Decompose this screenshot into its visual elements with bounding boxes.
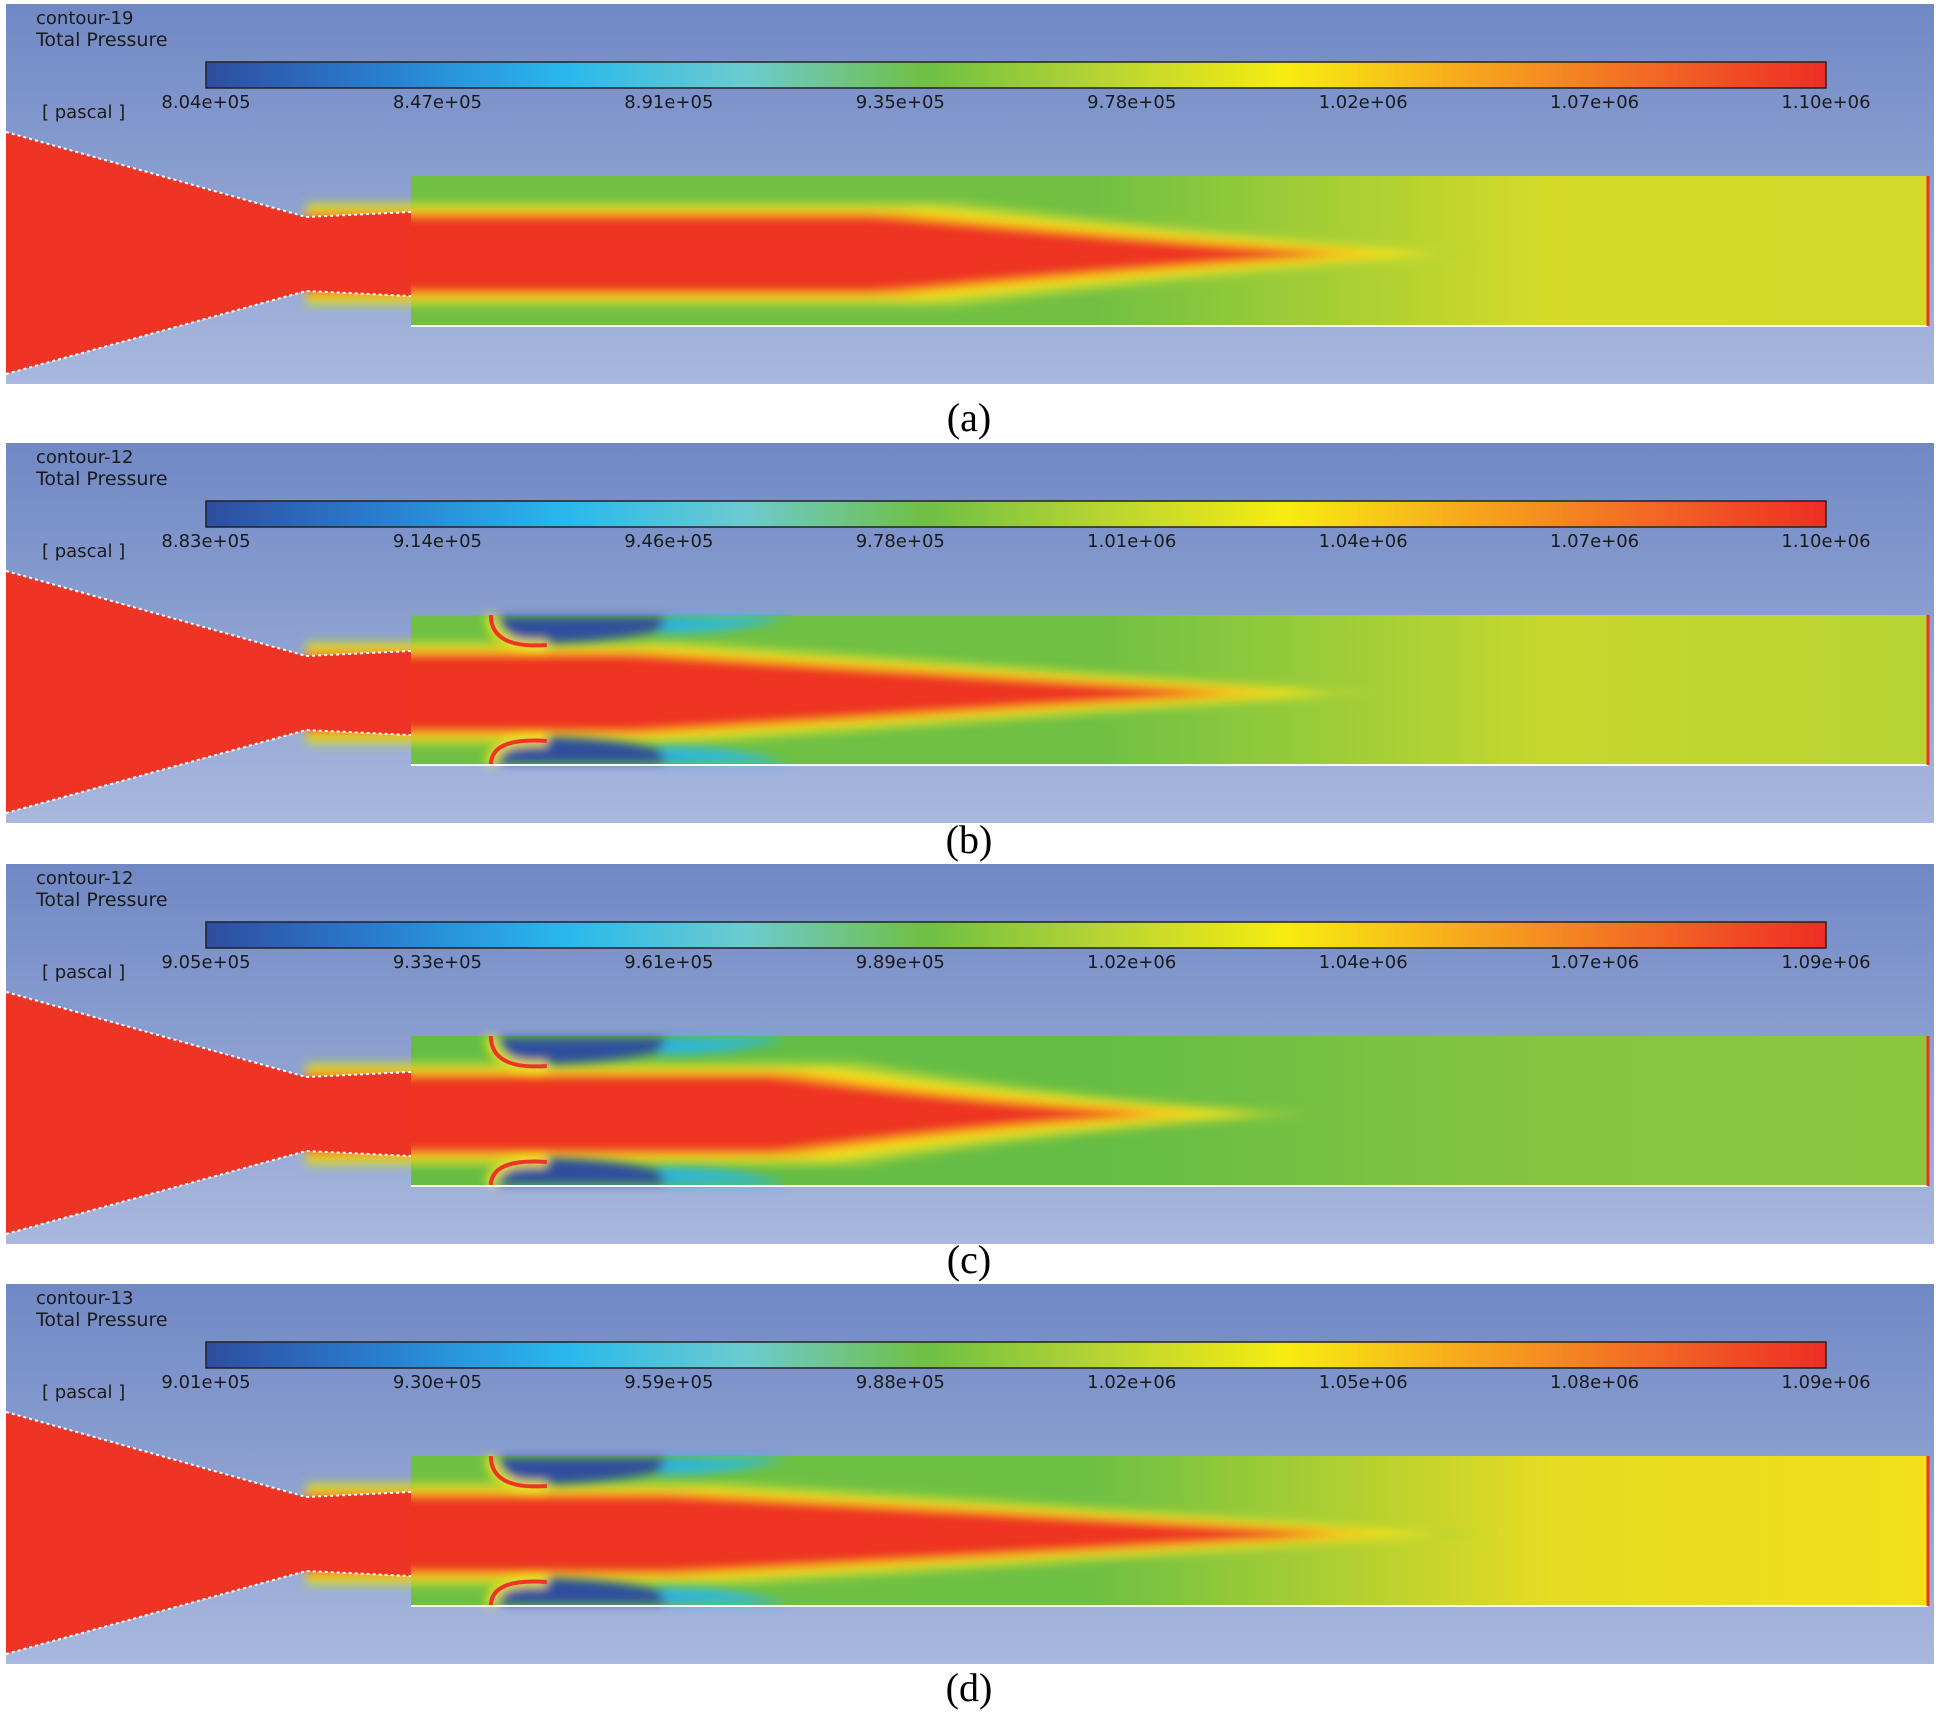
colorbar-tick-label: 1.02e+06 (1087, 952, 1176, 973)
shear-bottom (656, 746, 787, 763)
colorbar (205, 1341, 1827, 1369)
injector-jet-top (488, 614, 547, 648)
colorbar-tick-label: 9.01e+05 (161, 1372, 250, 1393)
colorbar-tick-label: 1.02e+06 (1087, 1372, 1176, 1393)
colorbar-tick-label: 1.07e+06 (1550, 952, 1639, 973)
contour-panel-b: contour-12 Total Pressure [ pascal ] 8.83e+… (6, 443, 1934, 823)
colorbar-tick-label: 9.88e+05 (856, 1372, 945, 1393)
jet-potential-core (306, 1495, 1332, 1573)
jet-potential-core (306, 1075, 1150, 1153)
jet-potential-core (306, 215, 1332, 293)
colorbar-tick-label: 9.05e+05 (161, 952, 250, 973)
caption-c: (c) (946, 1237, 992, 1282)
injector-jet-bottom (488, 1579, 547, 1607)
nozzle-wall-top (6, 1411, 412, 1499)
jet-potential-core (306, 654, 1226, 732)
contour-name: contour-13 (36, 1288, 133, 1309)
recirculation-bottom (494, 1577, 707, 1604)
unit-label: [ pascal ] (42, 1382, 125, 1403)
nozzle-wall-top (6, 131, 412, 219)
recirculation-top (494, 1038, 707, 1065)
nozzle-wall-bottom (6, 289, 412, 375)
colorbar-tick-label: 1.10e+06 (1781, 92, 1870, 113)
converging-nozzle (6, 992, 411, 1234)
colorbar-tick-label: 9.30e+05 (393, 1372, 482, 1393)
jet-core (306, 1482, 1492, 1586)
colorbar-tick-label: 1.01e+06 (1087, 531, 1176, 552)
contour-name: contour-12 (36, 447, 133, 468)
colorbar-tick-label: 1.04e+06 (1319, 952, 1408, 973)
colorbar-tick-label: 9.59e+05 (624, 1372, 713, 1393)
unit-label: [ pascal ] (42, 102, 125, 123)
recirculation-top (494, 617, 707, 644)
colorbar-tick-label: 1.07e+06 (1550, 92, 1639, 113)
contour-panel-d: contour-13 Total Pressure [ pascal ] 9.01e+… (6, 1284, 1934, 1664)
injector-jet-bottom (488, 1159, 547, 1187)
contour-name: contour-12 (36, 868, 133, 889)
recirculation-bottom (494, 1157, 707, 1184)
colorbar (205, 500, 1827, 528)
injector-jet-top (488, 1035, 547, 1069)
colorbar-tick-label: 9.35e+05 (856, 92, 945, 113)
colorbar-tick-label: 1.09e+06 (1781, 1372, 1870, 1393)
injector-jet-bottom (488, 738, 547, 766)
colorbar-tick-label: 1.02e+06 (1319, 92, 1408, 113)
colorbar-tick-label: 1.10e+06 (1781, 531, 1870, 552)
colorbar (205, 921, 1827, 949)
colorbar-tick-label: 1.09e+06 (1781, 952, 1870, 973)
recirculation-top (494, 1458, 707, 1485)
colorbar-tick-label: 9.78e+05 (1087, 92, 1176, 113)
variable-label: Total Pressure (35, 1309, 168, 1331)
caption-b: (b) (945, 817, 993, 862)
colorbar-tick-label: 1.08e+06 (1550, 1372, 1639, 1393)
nozzle-wall-top (6, 570, 412, 658)
colorbar-tick-label: 9.89e+05 (856, 952, 945, 973)
jet-core (306, 1062, 1310, 1166)
colorbar-tick-label: 8.83e+05 (161, 531, 250, 552)
converging-nozzle (6, 132, 411, 374)
shear-bottom (656, 1587, 787, 1604)
shear-top (656, 617, 787, 634)
colorbar-tick-label: 8.04e+05 (161, 92, 250, 113)
colorbar-tick-label: 9.61e+05 (624, 952, 713, 973)
variable-label: Total Pressure (35, 889, 168, 911)
contour-panel-c: contour-12 Total Pressure [ pascal ] 9.05e+… (6, 864, 1934, 1244)
recirculation-bottom (494, 736, 707, 763)
nozzle-wall-top (6, 991, 412, 1079)
shear-top (656, 1038, 787, 1055)
jet-core (306, 202, 1492, 306)
colorbar-tick-label: 9.14e+05 (393, 531, 482, 552)
contour-panel-a: contour-19 Total Pressure [ pascal ] 8.04e+… (6, 4, 1934, 384)
colorbar-tick-label: 9.46e+05 (624, 531, 713, 552)
colorbar (205, 61, 1827, 89)
caption-d: (d) (945, 1665, 993, 1710)
variable-label: Total Pressure (35, 468, 168, 490)
nozzle-wall-bottom (6, 728, 412, 814)
nozzle-wall-bottom (6, 1569, 412, 1655)
colorbar-tick-label: 8.47e+05 (393, 92, 482, 113)
contour-name: contour-19 (36, 8, 133, 29)
converging-nozzle (6, 1412, 411, 1654)
variable-label: Total Pressure (35, 29, 168, 51)
colorbar-tick-label: 9.33e+05 (393, 952, 482, 973)
colorbar-tick-label: 8.91e+05 (624, 92, 713, 113)
converging-nozzle (6, 571, 411, 813)
colorbar-tick-label: 1.07e+06 (1550, 531, 1639, 552)
injector-jet-top (488, 1455, 547, 1489)
colorbar-tick-label: 9.78e+05 (856, 531, 945, 552)
shear-bottom (656, 1167, 787, 1184)
shear-top (656, 1458, 787, 1475)
jet-core (306, 641, 1386, 745)
nozzle-wall-bottom (6, 1149, 412, 1235)
caption-a: (a) (946, 395, 992, 440)
colorbar-tick-label: 1.05e+06 (1319, 1372, 1408, 1393)
colorbar-tick-label: 1.04e+06 (1319, 531, 1408, 552)
unit-label: [ pascal ] (42, 541, 125, 562)
unit-label: [ pascal ] (42, 962, 125, 983)
